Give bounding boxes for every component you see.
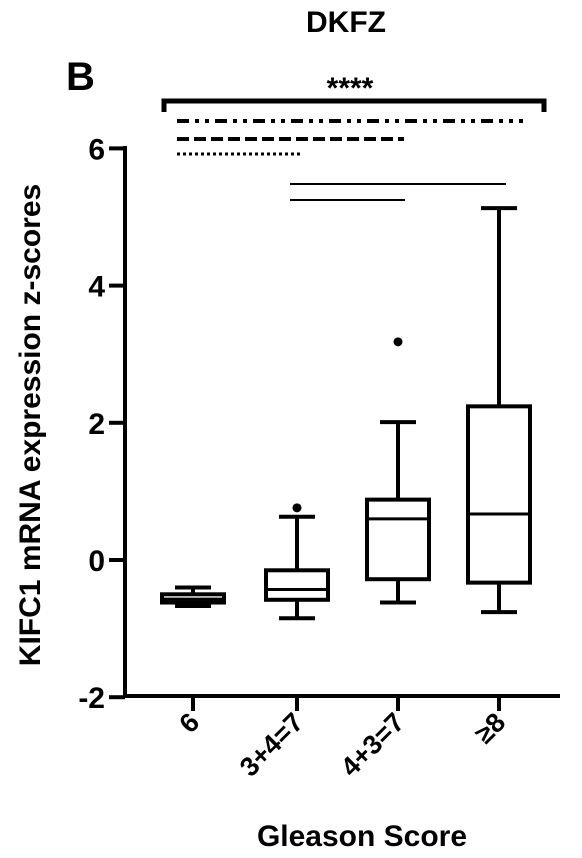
significance-lines	[161, 98, 547, 201]
y-tick-label: -2	[78, 682, 105, 715]
boxes	[160, 206, 532, 621]
box-4+3=7	[365, 337, 431, 605]
y-tick-label: 6	[88, 133, 105, 166]
outlier-point	[292, 503, 302, 513]
y-tick-label: 0	[88, 545, 105, 578]
outlier-point	[393, 337, 403, 347]
box-iqr	[264, 568, 330, 602]
box-iqr	[466, 404, 532, 585]
box-iqr	[365, 497, 431, 582]
panel-label: B	[66, 55, 95, 99]
y-tick-label: 2	[88, 408, 105, 441]
x-tick-label: 4+3=7	[335, 707, 410, 782]
x-tick-label: 3+4=7	[234, 707, 309, 782]
significance-bracket	[161, 98, 547, 112]
box-3+4=7	[264, 503, 330, 621]
y-tick-label: 4	[88, 271, 105, 304]
box-≥8	[466, 206, 532, 615]
chart-title: DKFZ	[306, 6, 386, 39]
x-tick-label: 6	[173, 707, 205, 739]
box-6	[160, 585, 226, 608]
x-tick-label: ≥8	[469, 707, 511, 749]
x-axis-label: Gleason Score	[257, 820, 467, 853]
y-axis-label: KIFC1 mRNA expression z-scores	[14, 184, 47, 666]
